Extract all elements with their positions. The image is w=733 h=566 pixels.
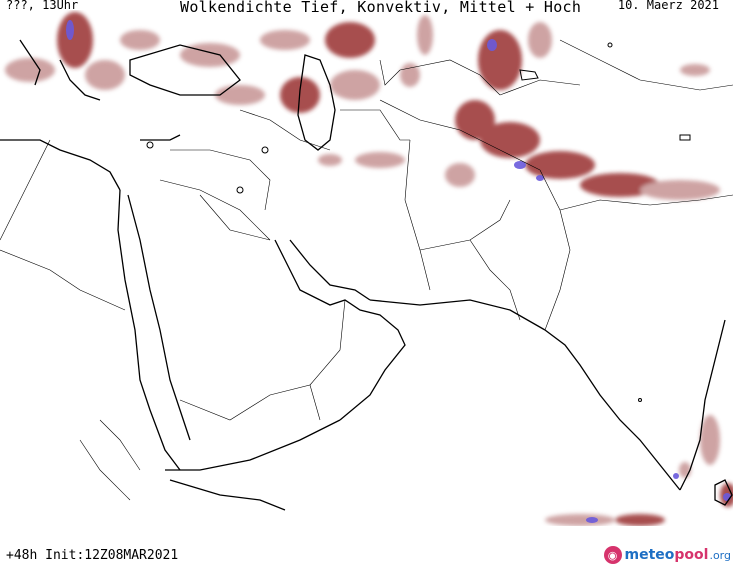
map-title: Wolkendichte Tief, Konvektiv, Mittel + H…: [180, 0, 582, 16]
cloud-density-map: [0, 12, 733, 526]
coastlines: [0, 39, 733, 511]
country-borders: [0, 39, 733, 501]
small-features: [146, 42, 691, 402]
cloud-layer: [5, 12, 733, 526]
forecast-date: 10. Maerz 2021: [617, 0, 719, 12]
logo-meteo: meteo: [624, 547, 675, 563]
init-label: +48h Init:12Z08MAR2021: [6, 548, 179, 563]
logo-org: .org: [709, 548, 731, 562]
m-logo-icon: ◉: [603, 546, 622, 564]
meteopool-logo[interactable]: ◉ meteo pool .org: [603, 545, 731, 565]
header-bar: ???, 13Uhr Wolkendichte Tief, Konvektiv,…: [0, 0, 733, 20]
logo-pool: pool: [674, 547, 709, 563]
cloud-max-spots: [66, 20, 731, 523]
footer-bar: +48h Init:12Z08MAR2021 ◉ meteo pool .org: [0, 527, 733, 566]
forecast-time-label: ???, 13Uhr: [6, 0, 79, 12]
